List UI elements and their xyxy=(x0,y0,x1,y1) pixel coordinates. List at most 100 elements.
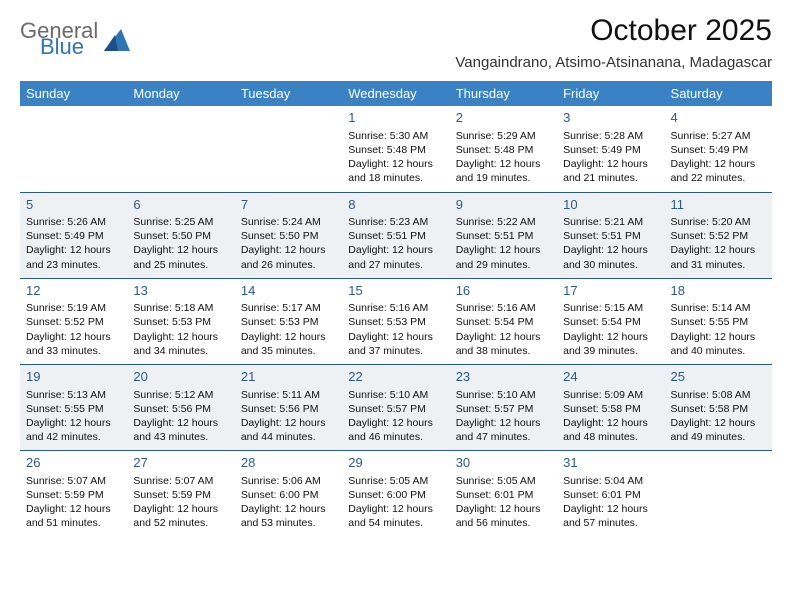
sunset-line: Sunset: 5:52 PM xyxy=(26,315,121,329)
calendar-empty xyxy=(127,106,234,192)
sunrise-line: Sunrise: 5:05 AM xyxy=(348,474,443,488)
calendar-day: 20 Sunrise: 5:12 AMSunset: 5:56 PMDayligh… xyxy=(127,364,234,450)
day-number: 24 xyxy=(563,368,658,386)
sunrise-line: Sunrise: 5:20 AM xyxy=(671,215,766,229)
calendar-day: 29Sunrise: 5:05 AMSunset: 6:00 PMDayligh… xyxy=(342,451,449,537)
sunrise-line: Sunrise: 5:08 AM xyxy=(671,388,766,402)
daylight-line: Daylight: 12 hours and 23 minutes. xyxy=(26,243,121,271)
daylight-line: Daylight: 12 hours and 31 minutes. xyxy=(671,243,766,271)
location-line: Vangaindrano, Atsimo-Atsinanana, Madagas… xyxy=(455,54,772,71)
day-number: 9 xyxy=(456,196,551,214)
daylight-line: Daylight: 12 hours and 18 minutes. xyxy=(348,157,443,185)
sunrise-line: Sunrise: 5:12 AM xyxy=(133,388,228,402)
daylight-line: Daylight: 12 hours and 49 minutes. xyxy=(671,416,766,444)
day-number: 23 xyxy=(456,368,551,386)
calendar-day: 6Sunrise: 5:25 AMSunset: 5:50 PMDaylight… xyxy=(127,192,234,278)
page-title: October 2025 xyxy=(455,14,772,48)
daylight-line: Daylight: 12 hours and 57 minutes. xyxy=(563,502,658,530)
daylight-line: Daylight: 12 hours and 26 minutes. xyxy=(241,243,336,271)
day-number: 8 xyxy=(348,196,443,214)
sunrise-line: Sunrise: 5:19 AM xyxy=(26,301,121,315)
day-header-row: SundayMondayTuesdayWednesdayThursdayFrid… xyxy=(20,81,772,106)
sunrise-line: Sunrise: 5:30 AM xyxy=(348,129,443,143)
day-header: Tuesday xyxy=(235,81,342,106)
calendar-day: 8Sunrise: 5:23 AMSunset: 5:51 PMDaylight… xyxy=(342,192,449,278)
sunset-line: Sunset: 5:49 PM xyxy=(563,143,658,157)
sunrise-line: Sunrise: 5:10 AM xyxy=(348,388,443,402)
sunset-line: Sunset: 5:54 PM xyxy=(456,315,551,329)
sunrise-line: Sunrise: 5:25 AM xyxy=(133,215,228,229)
sunset-line: Sunset: 5:55 PM xyxy=(26,402,121,416)
calendar-day: 22Sunrise: 5:10 AMSunset: 5:57 PMDayligh… xyxy=(342,364,449,450)
day-number: 11 xyxy=(671,196,766,214)
daylight-line: Daylight: 12 hours and 21 minutes. xyxy=(563,157,658,185)
sunrise-line: Sunrise: 5:06 AM xyxy=(241,474,336,488)
sunset-line: Sunset: 5:58 PM xyxy=(671,402,766,416)
calendar-day: 25 Sunrise: 5:08 AMSunset: 5:58 PMDayligh… xyxy=(665,364,772,450)
calendar-day: 24Sunrise: 5:09 AMSunset: 5:58 PMDayligh… xyxy=(557,364,664,450)
sunrise-line: Sunrise: 5:07 AM xyxy=(26,474,121,488)
day-number: 25 xyxy=(671,368,766,386)
sunrise-line: Sunrise: 5:04 AM xyxy=(563,474,658,488)
sunset-line: Sunset: 5:56 PM xyxy=(133,402,228,416)
daylight-line: Daylight: 12 hours and 43 minutes. xyxy=(133,416,228,444)
sunset-line: Sunset: 5:53 PM xyxy=(241,315,336,329)
day-number: 14 xyxy=(241,282,336,300)
sunrise-line: Sunrise: 5:11 AM xyxy=(241,388,336,402)
calendar-empty xyxy=(235,106,342,192)
sunrise-line: Sunrise: 5:13 AM xyxy=(26,388,121,402)
sunrise-line: Sunrise: 5:16 AM xyxy=(456,301,551,315)
daylight-line: Daylight: 12 hours and 38 minutes. xyxy=(456,330,551,358)
daylight-line: Daylight: 12 hours and 54 minutes. xyxy=(348,502,443,530)
calendar-body: 1Sunrise: 5:30 AMSunset: 5:48 PMDaylight… xyxy=(20,106,772,537)
daylight-line: Daylight: 12 hours and 35 minutes. xyxy=(241,330,336,358)
calendar-day: 14Sunrise: 5:17 AMSunset: 5:53 PMDayligh… xyxy=(235,278,342,364)
sunrise-line: Sunrise: 5:22 AM xyxy=(456,215,551,229)
sunset-line: Sunset: 5:50 PM xyxy=(133,229,228,243)
logo: General Blue xyxy=(20,14,130,58)
sunset-line: Sunset: 5:50 PM xyxy=(241,229,336,243)
sunrise-line: Sunrise: 5:17 AM xyxy=(241,301,336,315)
calendar-week: 26Sunrise: 5:07 AMSunset: 5:59 PMDayligh… xyxy=(20,451,772,537)
day-number: 5 xyxy=(26,196,121,214)
daylight-line: Daylight: 12 hours and 48 minutes. xyxy=(563,416,658,444)
sail-icon xyxy=(104,29,130,51)
calendar-table: SundayMondayTuesdayWednesdayThursdayFrid… xyxy=(20,81,772,537)
day-number: 31 xyxy=(563,454,658,472)
sunrise-line: Sunrise: 5:15 AM xyxy=(563,301,658,315)
daylight-line: Daylight: 12 hours and 51 minutes. xyxy=(26,502,121,530)
day-number: 12 xyxy=(26,282,121,300)
calendar-day: 18Sunrise: 5:14 AMSunset: 5:55 PMDayligh… xyxy=(665,278,772,364)
day-number: 15 xyxy=(348,282,443,300)
daylight-line: Daylight: 12 hours and 27 minutes. xyxy=(348,243,443,271)
daylight-line: Daylight: 12 hours and 25 minutes. xyxy=(133,243,228,271)
header: General Blue October 2025 Vangaindrano, … xyxy=(20,14,772,71)
calendar-day: 2Sunrise: 5:29 AMSunset: 5:48 PMDaylight… xyxy=(450,106,557,192)
daylight-line: Daylight: 12 hours and 40 minutes. xyxy=(671,330,766,358)
day-header: Monday xyxy=(127,81,234,106)
sunrise-line: Sunrise: 5:05 AM xyxy=(456,474,551,488)
sunset-line: Sunset: 5:53 PM xyxy=(133,315,228,329)
daylight-line: Daylight: 12 hours and 52 minutes. xyxy=(133,502,228,530)
sunset-line: Sunset: 5:59 PM xyxy=(26,488,121,502)
calendar-week: 12Sunrise: 5:19 AMSunset: 5:52 PMDayligh… xyxy=(20,278,772,364)
sunset-line: Sunset: 5:51 PM xyxy=(456,229,551,243)
daylight-line: Daylight: 12 hours and 56 minutes. xyxy=(456,502,551,530)
daylight-line: Daylight: 12 hours and 34 minutes. xyxy=(133,330,228,358)
day-number: 30 xyxy=(456,454,551,472)
day-number: 2 xyxy=(456,109,551,127)
day-number: 20 xyxy=(133,368,228,386)
sunset-line: Sunset: 5:49 PM xyxy=(26,229,121,243)
calendar-head: SundayMondayTuesdayWednesdayThursdayFrid… xyxy=(20,81,772,106)
daylight-line: Daylight: 12 hours and 33 minutes. xyxy=(26,330,121,358)
day-number: 22 xyxy=(348,368,443,386)
logo-text: General Blue xyxy=(20,20,98,58)
calendar-week: 1Sunrise: 5:30 AMSunset: 5:48 PMDaylight… xyxy=(20,106,772,192)
calendar-week: 5Sunrise: 5:26 AMSunset: 5:49 PMDaylight… xyxy=(20,192,772,278)
calendar-day: 5Sunrise: 5:26 AMSunset: 5:49 PMDaylight… xyxy=(20,192,127,278)
day-number: 13 xyxy=(133,282,228,300)
sunrise-line: Sunrise: 5:26 AM xyxy=(26,215,121,229)
calendar-day: 12Sunrise: 5:19 AMSunset: 5:52 PMDayligh… xyxy=(20,278,127,364)
day-header: Thursday xyxy=(450,81,557,106)
sunset-line: Sunset: 5:56 PM xyxy=(241,402,336,416)
